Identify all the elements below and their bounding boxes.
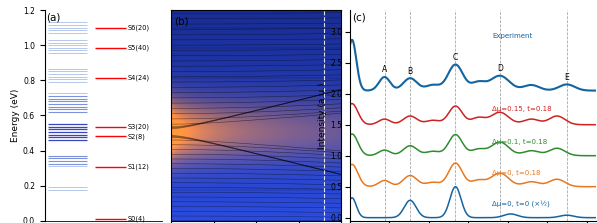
Text: (c): (c) — [352, 12, 366, 22]
Text: S2(8): S2(8) — [128, 133, 146, 140]
Text: B: B — [408, 67, 413, 76]
Text: S0(4): S0(4) — [128, 216, 146, 222]
Text: E: E — [564, 73, 569, 82]
Y-axis label: Energy (eV): Energy (eV) — [11, 89, 20, 142]
Text: Δμ=0, t=0.18: Δμ=0, t=0.18 — [492, 169, 540, 176]
Text: S6(20): S6(20) — [128, 24, 150, 31]
Y-axis label: Intensity (a.u.): Intensity (a.u.) — [318, 82, 328, 149]
Text: Δμ=0.1, t=0.18: Δμ=0.1, t=0.18 — [492, 138, 547, 145]
Text: S4(24): S4(24) — [128, 74, 150, 81]
Text: S3(20): S3(20) — [128, 124, 150, 130]
Text: S1(12): S1(12) — [128, 164, 150, 170]
Text: D: D — [497, 64, 503, 73]
Text: A: A — [382, 66, 387, 74]
Text: (a): (a) — [46, 12, 60, 22]
Text: C: C — [453, 53, 458, 62]
Text: S5(40): S5(40) — [128, 45, 150, 51]
Text: Δμ=0.15, t=0.18: Δμ=0.15, t=0.18 — [492, 106, 552, 112]
Text: Δμ=0, t=0 (×½): Δμ=0, t=0 (×½) — [492, 200, 550, 206]
Text: Experiment: Experiment — [492, 33, 532, 39]
Text: (b): (b) — [174, 16, 189, 26]
